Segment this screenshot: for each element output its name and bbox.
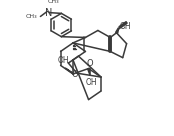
Text: O: O bbox=[71, 70, 78, 79]
Text: O: O bbox=[87, 59, 93, 68]
Text: OH: OH bbox=[86, 78, 97, 87]
Text: OH: OH bbox=[120, 22, 132, 31]
Text: CH₃: CH₃ bbox=[26, 13, 37, 18]
Polygon shape bbox=[116, 28, 118, 33]
Text: OH: OH bbox=[58, 56, 70, 65]
Polygon shape bbox=[88, 68, 90, 75]
Text: CH₃: CH₃ bbox=[47, 0, 59, 4]
Text: N: N bbox=[45, 8, 53, 18]
Polygon shape bbox=[65, 68, 74, 74]
